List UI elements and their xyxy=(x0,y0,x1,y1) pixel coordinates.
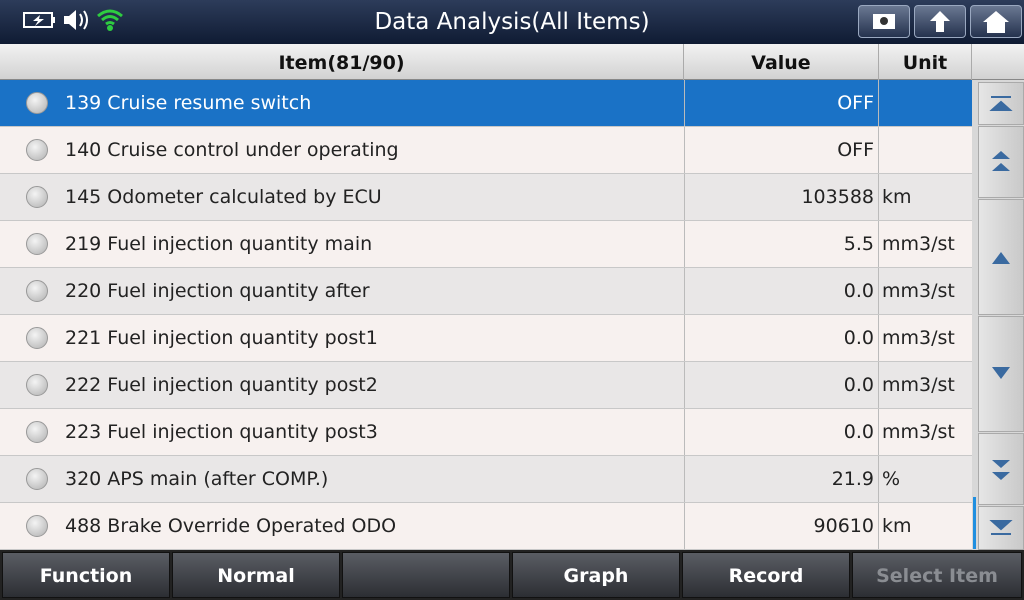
item-name: 222 Fuel injection quantity post2 xyxy=(65,374,378,396)
cell-border xyxy=(684,456,879,502)
item-value: OFF xyxy=(837,139,874,161)
cell-border xyxy=(684,127,879,173)
home-button[interactable] xyxy=(970,5,1022,38)
item-unit: mm3/st xyxy=(882,374,955,396)
cell-border xyxy=(684,80,879,126)
function-button[interactable]: Function xyxy=(2,552,170,598)
radio xyxy=(26,233,48,255)
title-bar: Data Analysis(All Items) xyxy=(0,0,1024,44)
item-unit: mm3/st xyxy=(882,233,955,255)
item-unit: mm3/st xyxy=(882,421,955,443)
item-name: 220 Fuel injection quantity after xyxy=(65,280,370,302)
scroll-bottom[interactable] xyxy=(978,506,1024,550)
cell-border xyxy=(684,268,879,314)
scroll-page-down[interactable] xyxy=(978,433,1024,505)
radio xyxy=(26,515,48,537)
table-row[interactable]: 145 Odometer calculated by ECU 103588 km xyxy=(0,174,972,221)
item-name: 219 Fuel injection quantity main xyxy=(65,233,373,255)
item-value: 0.0 xyxy=(843,374,874,396)
radio xyxy=(26,468,48,490)
table-row[interactable]: 223 Fuel injection quantity post3 0.0 mm3/… xyxy=(0,409,972,456)
column-header: Item(81/90) xyxy=(0,44,684,80)
item-value: 103588 xyxy=(801,186,874,208)
radio xyxy=(26,139,48,161)
select-item-button: Select Item xyxy=(852,552,1022,598)
item-value: 90610 xyxy=(813,515,874,537)
title: Data Analysis(All Items) xyxy=(374,9,650,35)
scroll-down[interactable] xyxy=(978,316,1024,432)
table-header: Item(81/90) Value Unit xyxy=(0,44,1024,80)
scroll-top[interactable] xyxy=(978,82,1024,125)
item-name: 488 Brake Override Operated ODO xyxy=(65,515,397,537)
table-row[interactable]: 488 Brake Override Operated ODO 90610 km xyxy=(0,503,972,550)
screenshot-button[interactable] xyxy=(858,5,910,38)
radio xyxy=(26,374,48,396)
radio xyxy=(26,186,48,208)
table-row[interactable]: 140 Cruise control under operating OFF xyxy=(0,127,972,174)
record-button[interactable]: Record xyxy=(682,552,850,598)
item-name: 221 Fuel injection quantity post1 xyxy=(65,327,378,349)
radio xyxy=(26,92,48,114)
radio xyxy=(26,421,48,443)
item-unit: % xyxy=(882,468,901,490)
table-row[interactable]: 139 Cruise resume switch OFF xyxy=(0,80,972,127)
item-value: 21.9 xyxy=(831,468,874,490)
table-row[interactable]: 221 Fuel injection quantity post1 0.0 mm3/… xyxy=(0,315,972,362)
cell-border xyxy=(684,503,879,549)
cell-border xyxy=(684,409,879,455)
radio xyxy=(26,280,48,302)
item-name: 145 Odometer calculated by ECU xyxy=(65,186,382,208)
item-value: 0.0 xyxy=(843,327,874,349)
table-row[interactable]: 320 APS main (after COMP.) 21.9% xyxy=(0,456,972,503)
scrollbar xyxy=(972,80,1024,550)
scroll-page-up[interactable] xyxy=(978,126,1024,198)
normal-button[interactable]: Normal xyxy=(172,552,340,598)
item-value: 0.0 xyxy=(843,421,874,443)
item-unit: km xyxy=(882,186,912,208)
radio xyxy=(26,327,48,349)
table-body: 139 Cruise resume switch OFF 140 Cruise co… xyxy=(0,80,972,550)
cell-border xyxy=(684,315,879,361)
bottom-bar: Function Normal Graph Record Select Item xyxy=(0,550,1024,600)
item-unit: mm3/st xyxy=(882,280,955,302)
cell-border xyxy=(684,221,879,267)
column-header: Value xyxy=(684,44,879,80)
empty-button xyxy=(342,552,510,598)
item-name: 320 APS main (after COMP.) xyxy=(65,468,329,490)
scroll-up[interactable] xyxy=(978,199,1024,315)
graph-button[interactable]: Graph xyxy=(512,552,680,598)
column-header: Unit xyxy=(879,44,972,80)
cell-border xyxy=(684,174,879,220)
item-name: 139 Cruise resume switch xyxy=(65,92,312,114)
back-button[interactable] xyxy=(914,5,966,38)
item-value: OFF xyxy=(837,92,874,114)
item-value: 5.5 xyxy=(843,233,874,255)
table-row[interactable]: 220 Fuel injection quantity after 0.0 mm3/… xyxy=(0,268,972,315)
item-unit: km xyxy=(882,515,912,537)
item-unit: mm3/st xyxy=(882,327,955,349)
item-value: 0.0 xyxy=(843,280,874,302)
item-name: 223 Fuel injection quantity post3 xyxy=(65,421,378,443)
table-row[interactable]: 219 Fuel injection quantity main 5.5 mm3/s… xyxy=(0,221,972,268)
item-name: 140 Cruise control under operating xyxy=(65,139,399,161)
table-row[interactable]: 222 Fuel injection quantity post2 0.0 mm3/… xyxy=(0,362,972,409)
cell-border xyxy=(684,362,879,408)
status-icons xyxy=(23,9,123,31)
scroll-position xyxy=(973,497,976,549)
